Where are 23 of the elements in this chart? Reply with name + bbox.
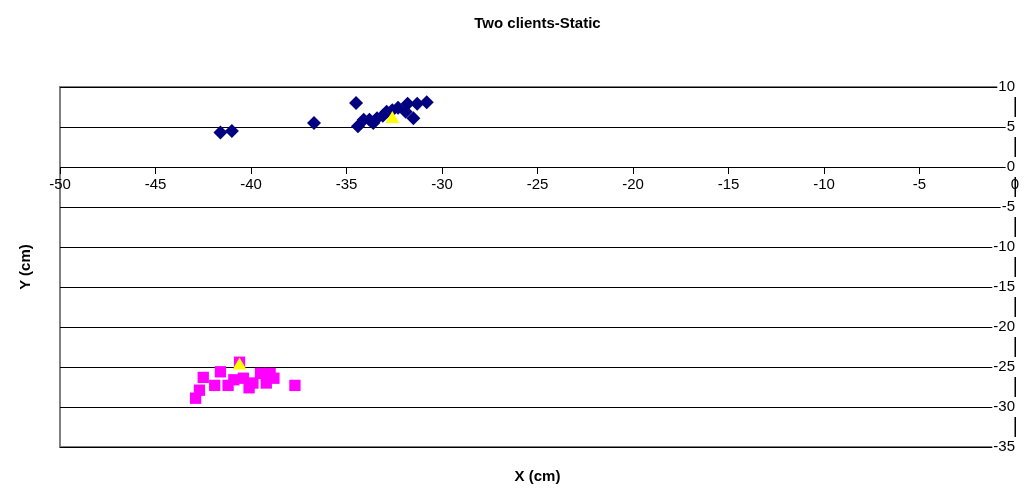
y-tick-label: -25 [993, 357, 1015, 375]
y-tick-label: 5 [1006, 117, 1015, 135]
x-tick-label: -15 [717, 175, 740, 193]
x-tick-label: -20 [622, 175, 644, 193]
y-tick-label: 0 [1006, 157, 1015, 175]
y-axis-title: Y (cm) [16, 244, 34, 290]
x-tick-label: -45 [144, 175, 167, 193]
x-tick-label: -50 [49, 175, 71, 193]
y-tick-label: 10 [998, 77, 1015, 95]
y-tick-label: -10 [993, 237, 1015, 255]
y-tick-label: -20 [993, 317, 1015, 335]
chart-title: Two clients-Static [474, 14, 601, 32]
x-axis-title: X (cm) [514, 467, 561, 485]
x-tick-label: -5 [912, 175, 927, 193]
y-tick-label: -15 [993, 277, 1015, 295]
y-tick-label: -35 [993, 437, 1015, 455]
y-tick-label: -5 [1001, 197, 1015, 215]
x-tick-label: -35 [335, 175, 358, 193]
x-tick-label: -25 [526, 175, 549, 193]
x-tick-label: -30 [431, 175, 453, 193]
x-tick-label: -10 [813, 175, 835, 193]
x-tick-label: -40 [240, 175, 262, 193]
y-tick-label: -30 [993, 397, 1015, 415]
